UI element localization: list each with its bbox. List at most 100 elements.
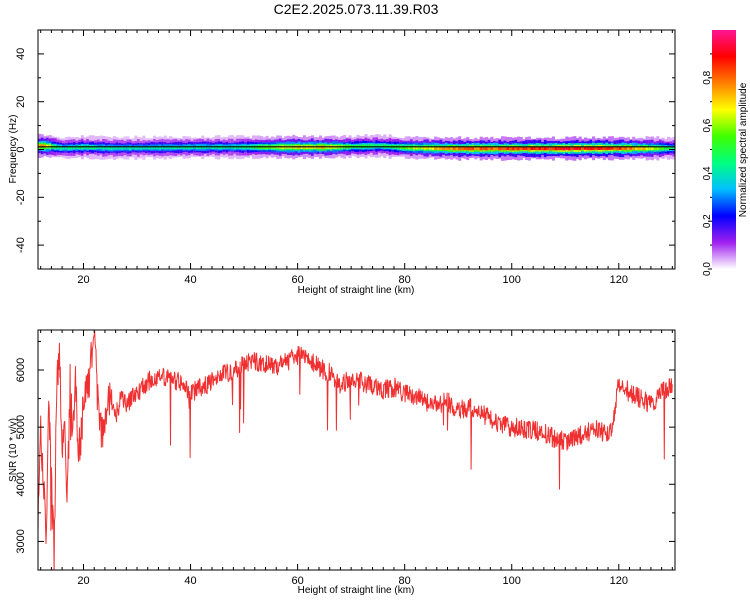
heatmap-cell [616,146,620,151]
heatmap-cell [375,144,379,148]
x-tick-label: 60 [291,274,303,286]
heatmap-cell [431,146,435,150]
x-tick-label: 40 [184,575,196,587]
heatmap-cell [632,146,636,150]
spectrogram-x-ticks: 20 40 60 80 100 120 [40,30,673,286]
colorbar-tick-label: 0.0 [702,262,713,276]
heatmap-cell [634,146,638,151]
snr-ylabel: SNR (10 * v/v) [8,418,19,482]
heatmap-cell [562,146,566,151]
heatmap-cell [126,146,130,150]
heatmap-cell [658,146,663,150]
heatmap-cell [527,146,531,151]
y-tick-label: 40 [15,48,27,60]
snr-y-ticks: 3000 4000 5000 6000 [15,340,675,571]
heatmap-cell [543,146,547,151]
heatmap-cell [476,146,481,151]
x-tick-label: 80 [399,274,411,286]
heatmap-cell [460,146,464,151]
heatmap-cell [624,146,628,150]
heatmap-cell [447,146,451,150]
colorbar-tick-label: 0.8 [702,70,713,84]
heatmap-cell [158,145,162,150]
heatmap-cell [584,146,588,150]
heatmap-cell [629,146,633,150]
heatmap-cell [112,146,117,150]
heatmap-cell [506,146,510,151]
spectrogram-y-ticks: 40 20 0 -20 -40 [15,29,675,270]
heatmap-cell [557,146,561,151]
heatmap-cell [468,146,472,151]
heatmap-cell [110,146,114,150]
heatmap-cell [420,146,424,150]
spectrogram-ylabel: Frequency (Hz) [8,115,19,184]
heatmap-cell [404,145,408,150]
heatmap-cell [549,146,553,151]
heatmap-cell [618,146,622,150]
heatmap-cell [581,146,585,150]
heatmap-cell [490,147,494,151]
spectrogram-panel: 20 40 60 80 100 120 40 20 0 -20 -40 Height of str… [8,29,676,296]
heatmap-cell [479,146,483,151]
y-tick-label: 5000 [15,415,27,439]
heatmap-cell [559,146,563,151]
heatmap-cell [442,146,446,150]
heatmap-cell [575,146,580,150]
heatmap-cell [369,144,373,148]
heatmap-cell [650,146,654,150]
heatmap-cell [586,146,590,151]
heatmap-cell [174,145,178,150]
spectrogram-xlabel: Height of straight line (km) [298,285,415,296]
heatmap-cell [439,146,443,150]
heatmap-cell [455,146,459,151]
y-tick-label: 3000 [15,529,27,553]
y-tick-label: 4000 [15,472,27,496]
heatmap-cell [412,145,416,150]
heatmap-cell [498,146,502,151]
heatmap-cell [147,146,151,150]
x-tick-label: 60 [291,575,303,587]
heatmap-cell [495,147,499,151]
heatmap-cell [509,146,513,151]
heatmap-cell [648,146,652,151]
heatmap-cell [107,146,111,150]
heatmap-cell [452,146,456,151]
heatmap-cell [118,146,122,150]
heatmap-cell [102,146,106,150]
heatmap-cell [70,146,74,150]
heatmap-cell [605,146,609,151]
heatmap-cell [578,146,582,151]
heatmap-cell [664,146,668,150]
heatmap-cell [380,144,384,148]
heatmap-cell [436,146,440,150]
colorbar: 0.0 0.2 0.4 0.6 0.8 Normalized spectral ampl… [702,30,749,276]
heatmap-cell [104,146,108,150]
heatmap-cell [426,146,430,150]
heatmap-cell [645,146,649,151]
y-tick-label: -40 [15,237,27,253]
heatmap-cell [503,146,507,151]
heatmap-cell [155,145,159,150]
heatmap-cell [407,146,411,150]
heatmap-cell [522,147,526,151]
heatmap-cell [546,146,550,151]
heatmap-cell [179,145,183,149]
heatmap-cell [153,145,157,150]
x-tick-label: 120 [610,274,628,286]
heatmap-cell [150,145,154,150]
heatmap-cell [672,146,675,150]
heatmap-cell [482,147,486,151]
heatmap-cell [169,145,173,150]
y-tick-label: 6000 [15,358,27,382]
spectrogram-heatmap [38,133,675,161]
heatmap-cell [434,146,438,150]
heatmap-cell [137,146,141,150]
heatmap-cell [428,146,432,150]
heatmap-cell [626,146,630,151]
x-tick-label: 20 [77,274,89,286]
heatmap-cell [570,146,574,151]
heatmap-cell [533,147,537,150]
heatmap-cell [418,146,422,150]
heatmap-cell [171,146,175,150]
heatmap-cell [177,145,181,149]
